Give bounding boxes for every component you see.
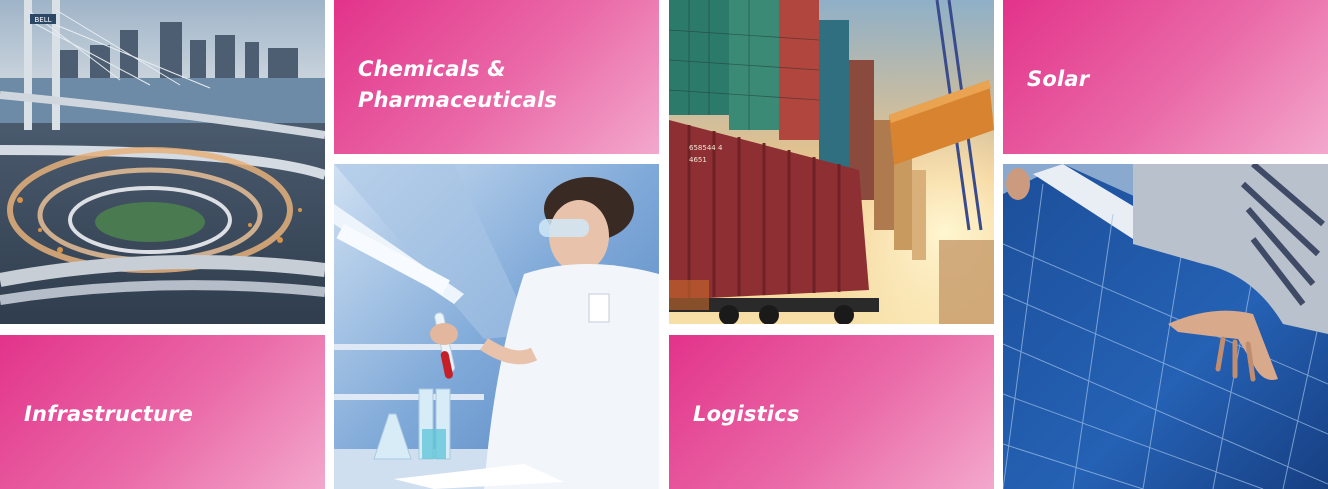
chemicals-label-line1: Chemicals & — [358, 57, 506, 81]
logistics-photo[interactable]: 658544 4 4651 — [669, 0, 994, 324]
infrastructure-photo[interactable]: BELL — [0, 0, 325, 324]
container-number-text: 658544 4 — [689, 144, 723, 152]
logistics-label: Logistics — [693, 402, 800, 426]
solar-tile[interactable]: Solar — [1003, 0, 1328, 154]
infrastructure-label: Infrastructure — [24, 402, 194, 426]
chemicals-label-line2: Pharmaceuticals — [358, 88, 558, 112]
bridge-sign — [30, 14, 56, 24]
container-port-image: 658544 4 4651 — [669, 0, 994, 324]
container-code-text: 4651 — [689, 156, 707, 164]
solar-photo[interactable] — [1003, 164, 1328, 489]
laboratory-scientist-image — [334, 164, 659, 489]
chemicals-pharmaceuticals-label: Chemicals & Pharmaceuticals — [358, 54, 557, 116]
solar-panel-image — [1003, 164, 1328, 489]
solar-label: Solar — [1027, 67, 1090, 91]
city-highway-image: BELL — [0, 0, 325, 324]
bridge-sign-text: BELL — [34, 16, 51, 24]
infrastructure-tile[interactable]: Infrastructure — [0, 335, 325, 489]
logistics-tile[interactable]: Logistics — [669, 335, 994, 489]
chemicals-pharmaceuticals-tile[interactable]: Chemicals & Pharmaceuticals — [334, 0, 659, 154]
chemicals-photo[interactable] — [334, 164, 659, 489]
